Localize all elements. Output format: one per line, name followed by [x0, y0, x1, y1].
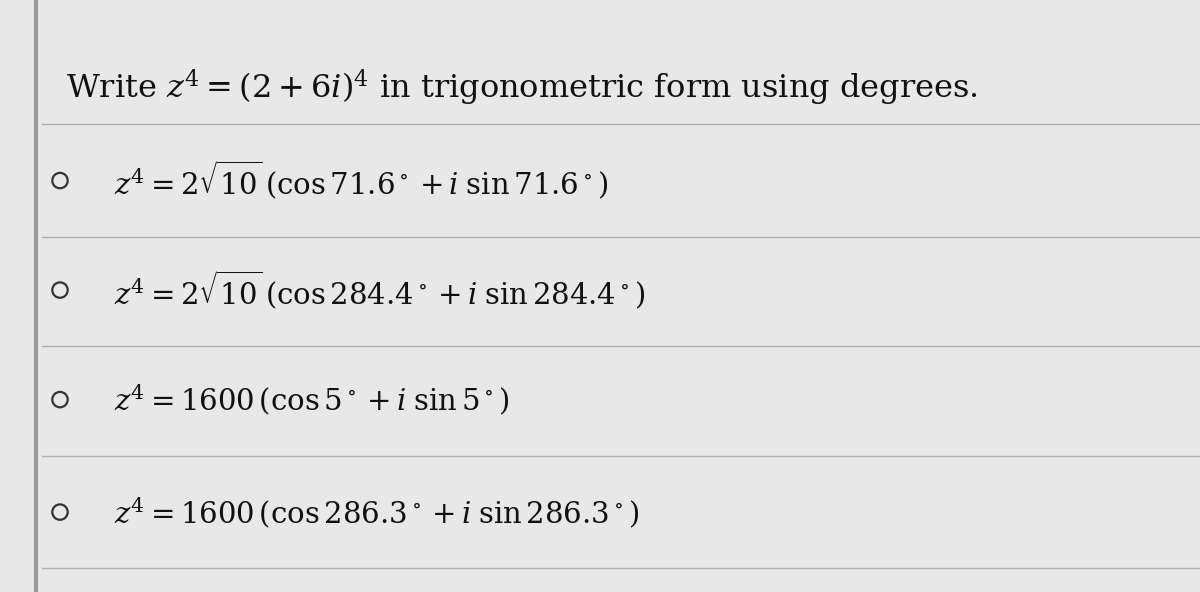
- Text: $z^4 = 1600\,(\cos 286.3^\circ + i\;\sin 286.3^\circ)$: $z^4 = 1600\,(\cos 286.3^\circ + i\;\sin…: [114, 494, 640, 530]
- Text: $z^4 = 2\sqrt{10}\,(\cos 284.4^\circ + i\;\sin 284.4^\circ)$: $z^4 = 2\sqrt{10}\,(\cos 284.4^\circ + i…: [114, 269, 646, 311]
- Text: $z^4 = 1600\,(\cos 5^\circ + i\;\sin 5^\circ)$: $z^4 = 1600\,(\cos 5^\circ + i\;\sin 5^\…: [114, 382, 509, 417]
- Text: $z^4 = 2\sqrt{10}\,(\cos 71.6^\circ + i\;\sin 71.6^\circ)$: $z^4 = 2\sqrt{10}\,(\cos 71.6^\circ + i\…: [114, 159, 608, 202]
- Text: Write $z^4 = (2 + 6i)^4$ in trigonometric form using degrees.: Write $z^4 = (2 + 6i)^4$ in trigonometri…: [66, 68, 978, 108]
